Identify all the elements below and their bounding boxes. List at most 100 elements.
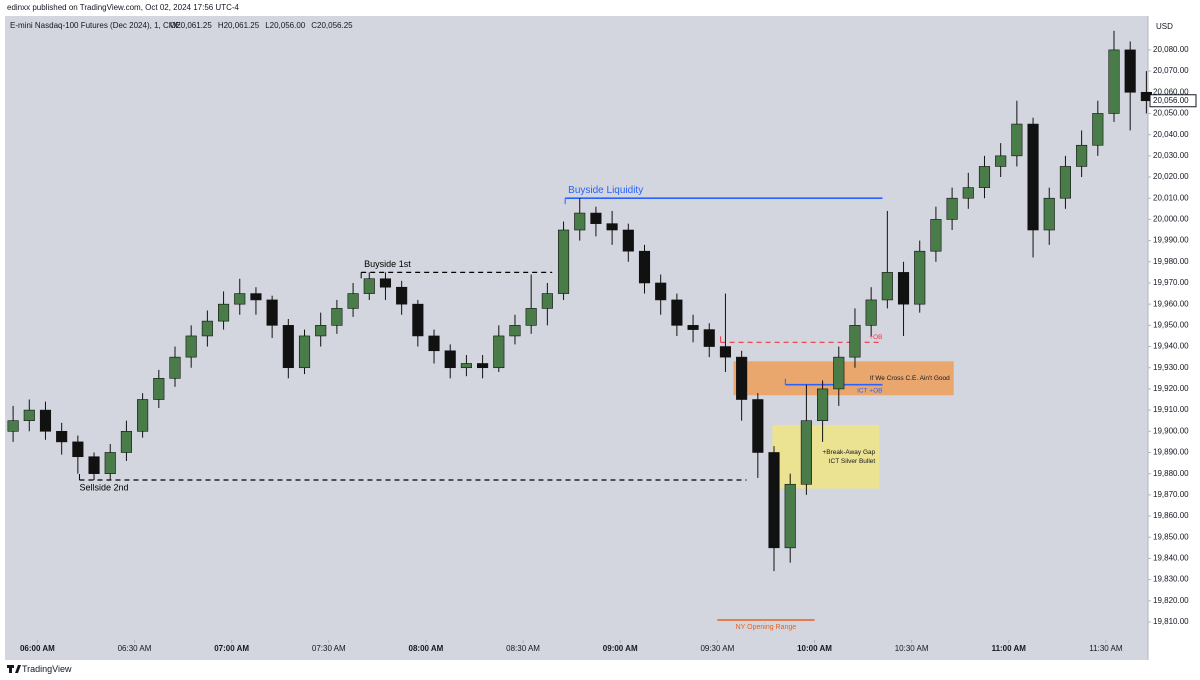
level-label: ICT +OB bbox=[857, 387, 882, 394]
y-tick-label: 19,930.00 bbox=[1153, 363, 1189, 372]
symbol: E-mini Nasdaq-100 Futures (Dec 2024), 1,… bbox=[10, 21, 181, 30]
candle-body bbox=[541, 293, 553, 309]
candle-body bbox=[865, 299, 877, 326]
candle-body bbox=[946, 197, 958, 220]
candle-body bbox=[315, 325, 327, 337]
y-tick-label: 19,980.00 bbox=[1153, 257, 1189, 266]
candle-body bbox=[1011, 123, 1023, 157]
candle-body bbox=[234, 293, 246, 305]
candle-body bbox=[104, 452, 116, 474]
candle-body bbox=[137, 399, 149, 432]
candle-body bbox=[703, 329, 715, 347]
x-tick-label: 11:00 AM bbox=[992, 644, 1027, 653]
candle-body bbox=[655, 282, 667, 301]
candle-body bbox=[120, 430, 132, 453]
level-label: +OB bbox=[869, 334, 882, 341]
x-tick-label: 09:30 AM bbox=[700, 644, 734, 653]
last-price-box bbox=[1149, 94, 1197, 108]
y-tick-label: 20,050.00 bbox=[1153, 109, 1189, 118]
y-tick-label: 19,910.00 bbox=[1153, 405, 1189, 414]
candle-body bbox=[881, 272, 893, 301]
candle-body bbox=[800, 420, 812, 485]
candle-body bbox=[930, 219, 942, 252]
y-tick-label: 19,830.00 bbox=[1153, 575, 1189, 584]
candle-body bbox=[266, 299, 278, 326]
y-tick-label: 20,000.00 bbox=[1153, 215, 1189, 224]
last-price-label: 20,056.00 bbox=[1153, 96, 1189, 105]
candle-body bbox=[817, 388, 829, 421]
x-tick-label: 10:30 AM bbox=[895, 644, 929, 653]
candle-body bbox=[460, 363, 472, 369]
y-tick-label: 19,970.00 bbox=[1153, 278, 1189, 287]
candle-body bbox=[962, 187, 974, 199]
candle-body bbox=[833, 356, 845, 390]
candle-body bbox=[88, 456, 100, 474]
candle-body bbox=[39, 409, 52, 432]
currency: USD bbox=[1156, 22, 1173, 31]
candle-body bbox=[1043, 197, 1055, 231]
candle-body bbox=[752, 399, 764, 453]
ohlc-value: H20,061.25 bbox=[218, 21, 260, 30]
candle-body bbox=[282, 325, 294, 369]
y-tick-label: 19,920.00 bbox=[1153, 384, 1189, 393]
candle-body bbox=[978, 166, 991, 188]
candle-body bbox=[72, 441, 84, 458]
candle-body bbox=[1027, 123, 1039, 231]
y-tick-label: 19,870.00 bbox=[1153, 490, 1189, 499]
candle-body bbox=[169, 356, 181, 379]
candle-body bbox=[671, 299, 683, 326]
y-tick-label: 19,890.00 bbox=[1153, 448, 1189, 457]
x-tick-label: 08:00 AM bbox=[409, 644, 444, 653]
candle-body bbox=[493, 335, 505, 369]
candle-body bbox=[477, 363, 489, 369]
candle-body bbox=[185, 335, 197, 358]
candle-body bbox=[218, 303, 230, 322]
candles bbox=[7, 30, 1152, 572]
candle-body bbox=[1059, 166, 1071, 199]
candle-body bbox=[250, 293, 262, 301]
candle-body bbox=[849, 325, 861, 358]
candle-body bbox=[606, 223, 618, 231]
footer: TradingView bbox=[22, 664, 72, 674]
candle-body bbox=[201, 320, 213, 337]
candle-body bbox=[1108, 49, 1120, 114]
y-tick-label: 20,060.00 bbox=[1153, 87, 1189, 96]
candle-body bbox=[7, 420, 19, 432]
candle-body bbox=[331, 308, 343, 326]
candle-body bbox=[1092, 113, 1104, 146]
y-tick-label: 19,900.00 bbox=[1153, 426, 1189, 435]
range-label: NY Opening Range bbox=[736, 624, 797, 631]
y-tick-label: 20,020.00 bbox=[1153, 172, 1189, 181]
x-tick-label: 06:00 AM bbox=[20, 644, 55, 653]
y-tick-label: 19,810.00 bbox=[1153, 617, 1189, 626]
level-label: Buyside Liquidity bbox=[568, 185, 643, 196]
x-tick-label: 11:30 AM bbox=[1089, 644, 1123, 653]
candle-body bbox=[914, 250, 926, 305]
candle-body bbox=[23, 409, 35, 421]
y-tick-label: 19,850.00 bbox=[1153, 532, 1189, 541]
zone-label: +Break-Away Gap bbox=[822, 449, 875, 456]
candle-body bbox=[396, 286, 408, 305]
candle-body bbox=[428, 335, 440, 352]
zone-label: If We Cross C.E. Ain't Good bbox=[870, 375, 950, 382]
candle-body bbox=[784, 483, 796, 549]
x-tick-label: 10:00 AM bbox=[797, 644, 832, 653]
candle-body bbox=[768, 452, 780, 549]
candle-body bbox=[363, 278, 375, 294]
y-tick-label: 20,030.00 bbox=[1153, 151, 1189, 160]
y-tick-label: 19,950.00 bbox=[1153, 320, 1189, 329]
candle-body bbox=[574, 212, 586, 231]
candle-body bbox=[1076, 144, 1088, 167]
candle-body bbox=[736, 356, 748, 400]
candle-body bbox=[412, 303, 424, 337]
candle-body bbox=[153, 378, 165, 400]
y-tick-label: 20,010.00 bbox=[1153, 193, 1189, 202]
y-tick-label: 19,880.00 bbox=[1153, 469, 1189, 478]
zone-label: ICT Silver Bullet bbox=[829, 458, 876, 465]
level-label: Buyside 1st bbox=[364, 259, 411, 269]
candle-body bbox=[525, 308, 537, 326]
x-tick-label: 09:00 AM bbox=[603, 644, 638, 653]
candle-body bbox=[897, 272, 910, 305]
candle-body bbox=[509, 325, 521, 337]
